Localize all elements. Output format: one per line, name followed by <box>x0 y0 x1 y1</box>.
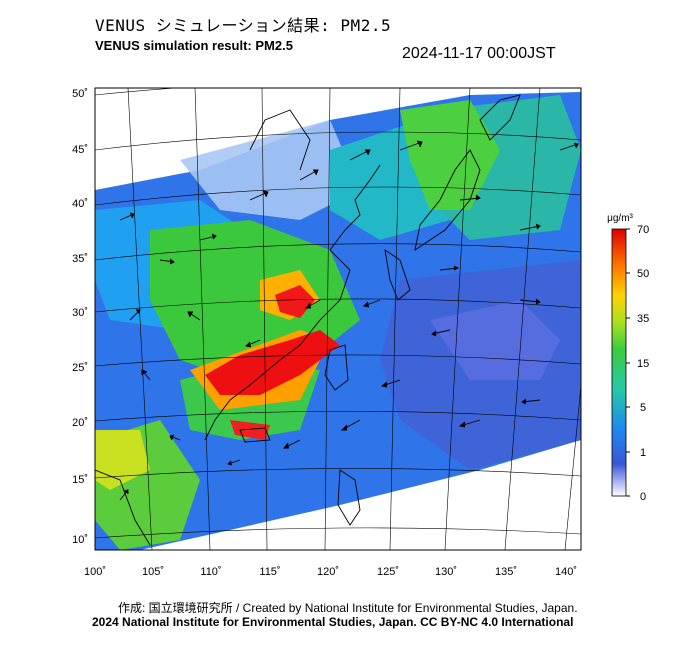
colorbar-tick-label: 70 <box>637 224 649 236</box>
map-field <box>95 88 581 550</box>
colorbar-tick-label: 0 <box>640 491 646 503</box>
lat-label: 20˚ <box>72 417 88 429</box>
title-japanese: VENUS シミュレーション結果: PM2.5 <box>95 16 392 35</box>
latitude-grid <box>95 88 581 539</box>
lat-label: 35˚ <box>72 253 88 265</box>
lon-label: 140˚ <box>555 566 577 578</box>
colorbar-tick-label: 5 <box>640 402 646 414</box>
footer-credit: 作成: 国立環境研究所 / Created by National Instit… <box>118 601 578 615</box>
forecast-timestamp: 2024-11-17 00:00JST <box>402 45 556 62</box>
lon-label: 130˚ <box>435 566 457 578</box>
lon-label: 125˚ <box>377 566 399 578</box>
longitude-axis: 100˚ 105˚ 110˚ 115˚ 120˚ 125˚ 130˚ 135˚ … <box>84 566 577 578</box>
lon-label: 120˚ <box>317 566 339 578</box>
lat-label: 40˚ <box>72 198 88 210</box>
lon-label: 135˚ <box>495 566 517 578</box>
colorbar-ticks: 70 50 35 15 5 1 0 <box>626 224 649 503</box>
lon-label: 110˚ <box>200 566 221 578</box>
footer-copyright: 2024 National Institute for Environmenta… <box>92 615 574 629</box>
colorbar-tick-label: 35 <box>637 313 649 325</box>
lat-label: 50˚ <box>72 88 88 100</box>
lat-label: 25˚ <box>72 362 88 374</box>
colorbar-tick-label: 1 <box>640 447 646 459</box>
lon-label: 115˚ <box>259 566 280 578</box>
lat-label: 45˚ <box>72 144 88 156</box>
latitude-axis: 50˚ 45˚ 40˚ 35˚ 30˚ 25˚ 20˚ 15˚ 10˚ <box>72 88 88 546</box>
colorbar-gradient <box>611 228 627 497</box>
lat-label: 10˚ <box>72 534 88 546</box>
map-frame <box>94 87 582 551</box>
title-english: VENUS simulation result: PM2.5 <box>95 38 293 53</box>
pm25-map: 50˚ 45˚ 40˚ 35˚ 30˚ 25˚ 20˚ 15˚ 10˚ 100˚… <box>72 87 649 578</box>
lat-label: 30˚ <box>72 307 88 319</box>
longitude-grid <box>95 88 581 550</box>
coastline <box>95 94 521 546</box>
colorbar-tick-label: 50 <box>637 268 649 280</box>
wind-vectors <box>119 140 579 501</box>
colorbar-unit: μg/m³ <box>607 213 633 224</box>
lon-label: 105˚ <box>142 566 164 578</box>
lon-label: 100˚ <box>84 566 106 578</box>
colorbar: μg/m³ 70 50 35 15 5 1 0 <box>607 213 649 503</box>
colorbar-tick-label: 15 <box>637 358 649 370</box>
lat-label: 15˚ <box>72 474 88 486</box>
